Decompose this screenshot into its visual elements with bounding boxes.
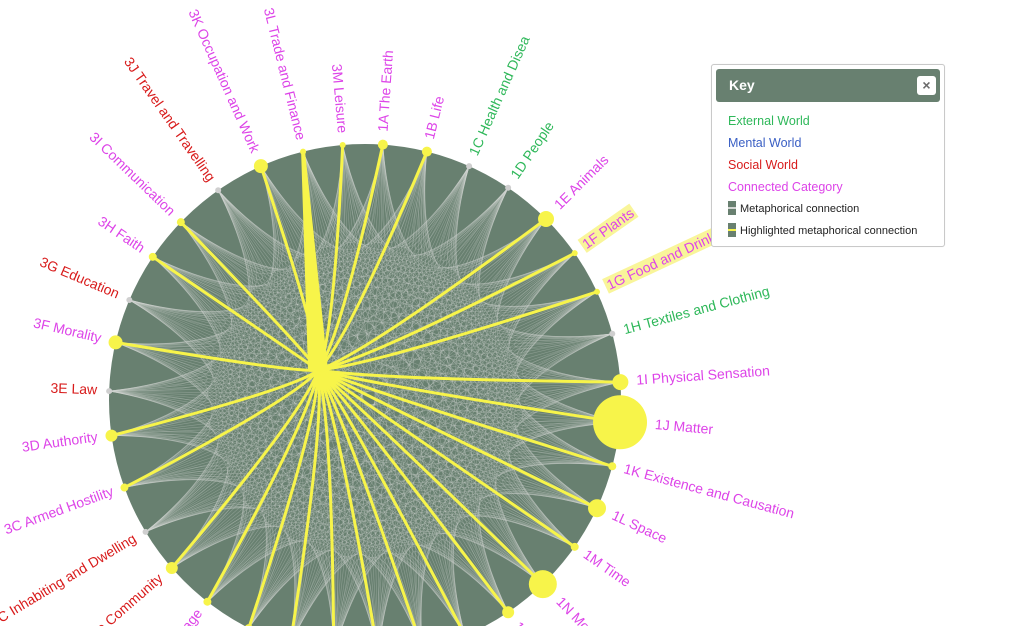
node-1i[interactable] <box>612 374 629 391</box>
label-1f[interactable]: 1F Plants <box>579 205 637 252</box>
node-3m[interactable] <box>339 141 346 148</box>
node-1k[interactable] <box>608 462 617 471</box>
label-3g2[interactable]: 3G Language <box>140 605 205 626</box>
node-3f[interactable] <box>108 335 123 350</box>
node-3h[interactable] <box>148 252 157 261</box>
key-external-world: External World <box>728 114 810 128</box>
node-1h[interactable] <box>609 330 616 337</box>
node-3g2[interactable] <box>203 597 212 606</box>
label-1i[interactable]: 1I Physical Sensation <box>636 362 771 387</box>
label-3e[interactable]: 3E Law <box>50 380 98 398</box>
label-1c[interactable]: 1C Health and Disea <box>466 33 533 158</box>
label-1d[interactable]: 1D People <box>507 118 557 181</box>
label-1l[interactable]: 1L Space <box>610 507 670 546</box>
highlighted-swatch-icon <box>728 223 736 237</box>
label-1n[interactable]: 1N Movement <box>553 594 625 626</box>
label-3d[interactable]: 3D Authority <box>21 428 99 454</box>
label-3f[interactable]: 3F Morality <box>32 314 103 345</box>
node-3k[interactable] <box>253 159 268 174</box>
category-nodes <box>105 139 648 626</box>
node-1j[interactable] <box>593 395 648 450</box>
node-1g[interactable] <box>594 288 601 295</box>
node-3e[interactable] <box>106 388 113 395</box>
key-social-world: Social World <box>728 158 798 172</box>
close-icon[interactable]: × <box>917 76 936 95</box>
label-3c[interactable]: 3C Armed Hostility <box>2 483 116 537</box>
key-connected-category: Connected Category <box>728 180 843 194</box>
diagram-circle <box>109 144 621 626</box>
label-3m[interactable]: 3M Leisure <box>329 63 351 134</box>
key-mental-world: Mental World <box>728 136 802 150</box>
label-1k[interactable]: 1K Existence and Causation <box>622 460 796 521</box>
node-1m[interactable] <box>570 542 579 551</box>
node-1f[interactable] <box>571 250 578 257</box>
node-3j[interactable] <box>215 187 222 194</box>
label-1b[interactable]: 1B Life <box>421 94 447 140</box>
node-3b[interactable] <box>165 561 178 574</box>
node-3l[interactable] <box>300 148 307 155</box>
metaphorical-swatch-icon <box>728 201 736 215</box>
label-3h[interactable]: 3H Faith <box>95 213 148 256</box>
node-1b[interactable] <box>421 146 432 157</box>
node-1a[interactable] <box>377 139 388 150</box>
label-1a[interactable]: 1A The Earth <box>374 50 396 132</box>
label-3k[interactable]: 3K Occupation and Work <box>185 7 263 156</box>
node-1l[interactable] <box>588 499 607 518</box>
node-1c[interactable] <box>466 163 473 170</box>
label-1g[interactable]: 1G Food and Drink <box>604 228 719 293</box>
label-3i[interactable]: 3I Communication <box>86 129 178 219</box>
node-3d[interactable] <box>105 429 118 442</box>
node-3i[interactable] <box>176 218 185 227</box>
node-3cb[interactable] <box>142 528 149 535</box>
label-3g[interactable]: 3G Education <box>38 254 122 302</box>
node-1e[interactable] <box>538 210 555 227</box>
node-3c[interactable] <box>120 483 129 492</box>
label-1m[interactable]: 1M Time <box>581 546 634 590</box>
node-1n[interactable] <box>528 570 557 599</box>
highlighted-connections <box>111 144 621 626</box>
node-1d[interactable] <box>505 184 512 191</box>
key-header: Key × <box>716 69 940 102</box>
key-title: Key <box>729 77 755 93</box>
key-panel: Key × External World Mental World Social… <box>711 64 945 247</box>
node-3g[interactable] <box>126 296 133 303</box>
label-1j[interactable]: 1J Matter <box>654 416 714 437</box>
node-1o[interactable] <box>502 606 515 619</box>
label-1h[interactable]: 1H Textiles and Clothing <box>621 283 771 337</box>
label-3l[interactable]: 3L Trade and Finance <box>261 6 309 142</box>
label-1e[interactable]: 1E Animals <box>551 152 612 213</box>
